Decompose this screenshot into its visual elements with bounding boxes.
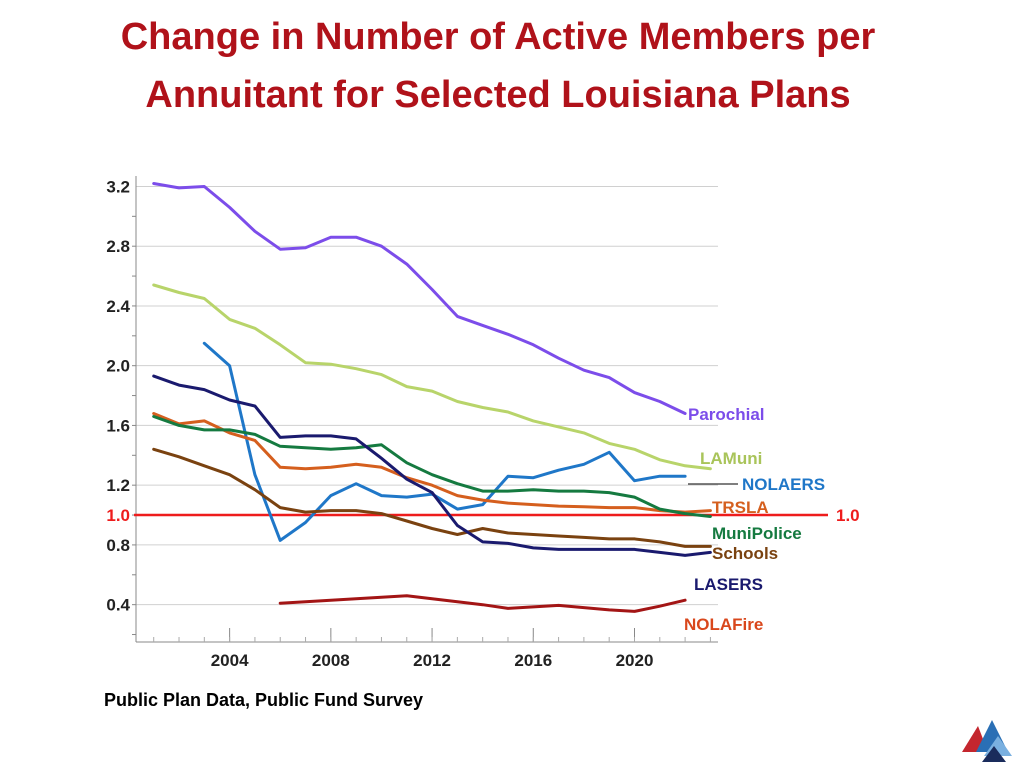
axis-layer: 0.4 0.8 1.2 1.6 2.0 2.4 2.8 3.2 2004 2008 2012 2016… [106,176,718,670]
y-tick-label: 1.6 [106,416,130,435]
series-line-nolaers [202,341,687,542]
y-tick-label: 2.0 [106,357,130,376]
x-tick-label: 2016 [514,651,552,670]
series-line-lasers [152,374,712,557]
title-line-1: Change in Number of Active Members per [120,16,876,58]
triangle-logo-icon [962,720,1012,762]
grid-layer [136,185,718,606]
series-label-trsla: TRSLA [712,498,769,517]
series-line-lamuni [152,283,712,471]
series-label-parochial: Parochial [688,405,765,424]
series-layer [152,182,712,613]
source-note: Public Plan Data, Public Fund Survey [104,690,424,710]
series-label-layer: Parochial LAMuni NOLAERS TRSLA MuniPoliceSch… [684,405,825,634]
series-label-nolaers: NOLAERS [742,475,825,494]
reference-line-layer: 1.0 1.0 [106,506,859,525]
y-tick-label: 3.2 [106,177,130,196]
series-line-schools [152,447,712,548]
reference-label-left: 1.0 [106,506,130,525]
series-label-nolafire: NOLAFire [684,615,763,634]
reference-label-right: 1.0 [836,506,860,525]
x-tick-label: 2020 [616,651,654,670]
series-label-lasers: LASERS [694,575,763,594]
title-line-2: Annuitant for Selected Louisiana Plans [145,74,851,116]
series-line-parochial [152,182,687,415]
y-tick-label: 1.2 [106,476,130,495]
series-line-trsla [152,412,712,514]
x-tick-label: 2012 [413,651,451,670]
page-title: Change in Number of Active Members per A… [0,8,996,124]
y-tick-label: 0.4 [106,596,130,615]
y-tick-label: 2.8 [106,237,130,256]
series-label-schools: Schools [712,544,778,563]
x-tick-label: 2004 [211,651,249,670]
series-label-lamuni: LAMuni [700,449,762,468]
series-line-munipolice [152,415,712,518]
series-line-nolafire [278,594,687,613]
y-tick-label: 0.8 [106,536,130,555]
x-tick-label: 2008 [312,651,350,670]
y-tick-label: 2.4 [106,297,130,316]
series-label-munipolice: MuniPolice [712,524,802,543]
